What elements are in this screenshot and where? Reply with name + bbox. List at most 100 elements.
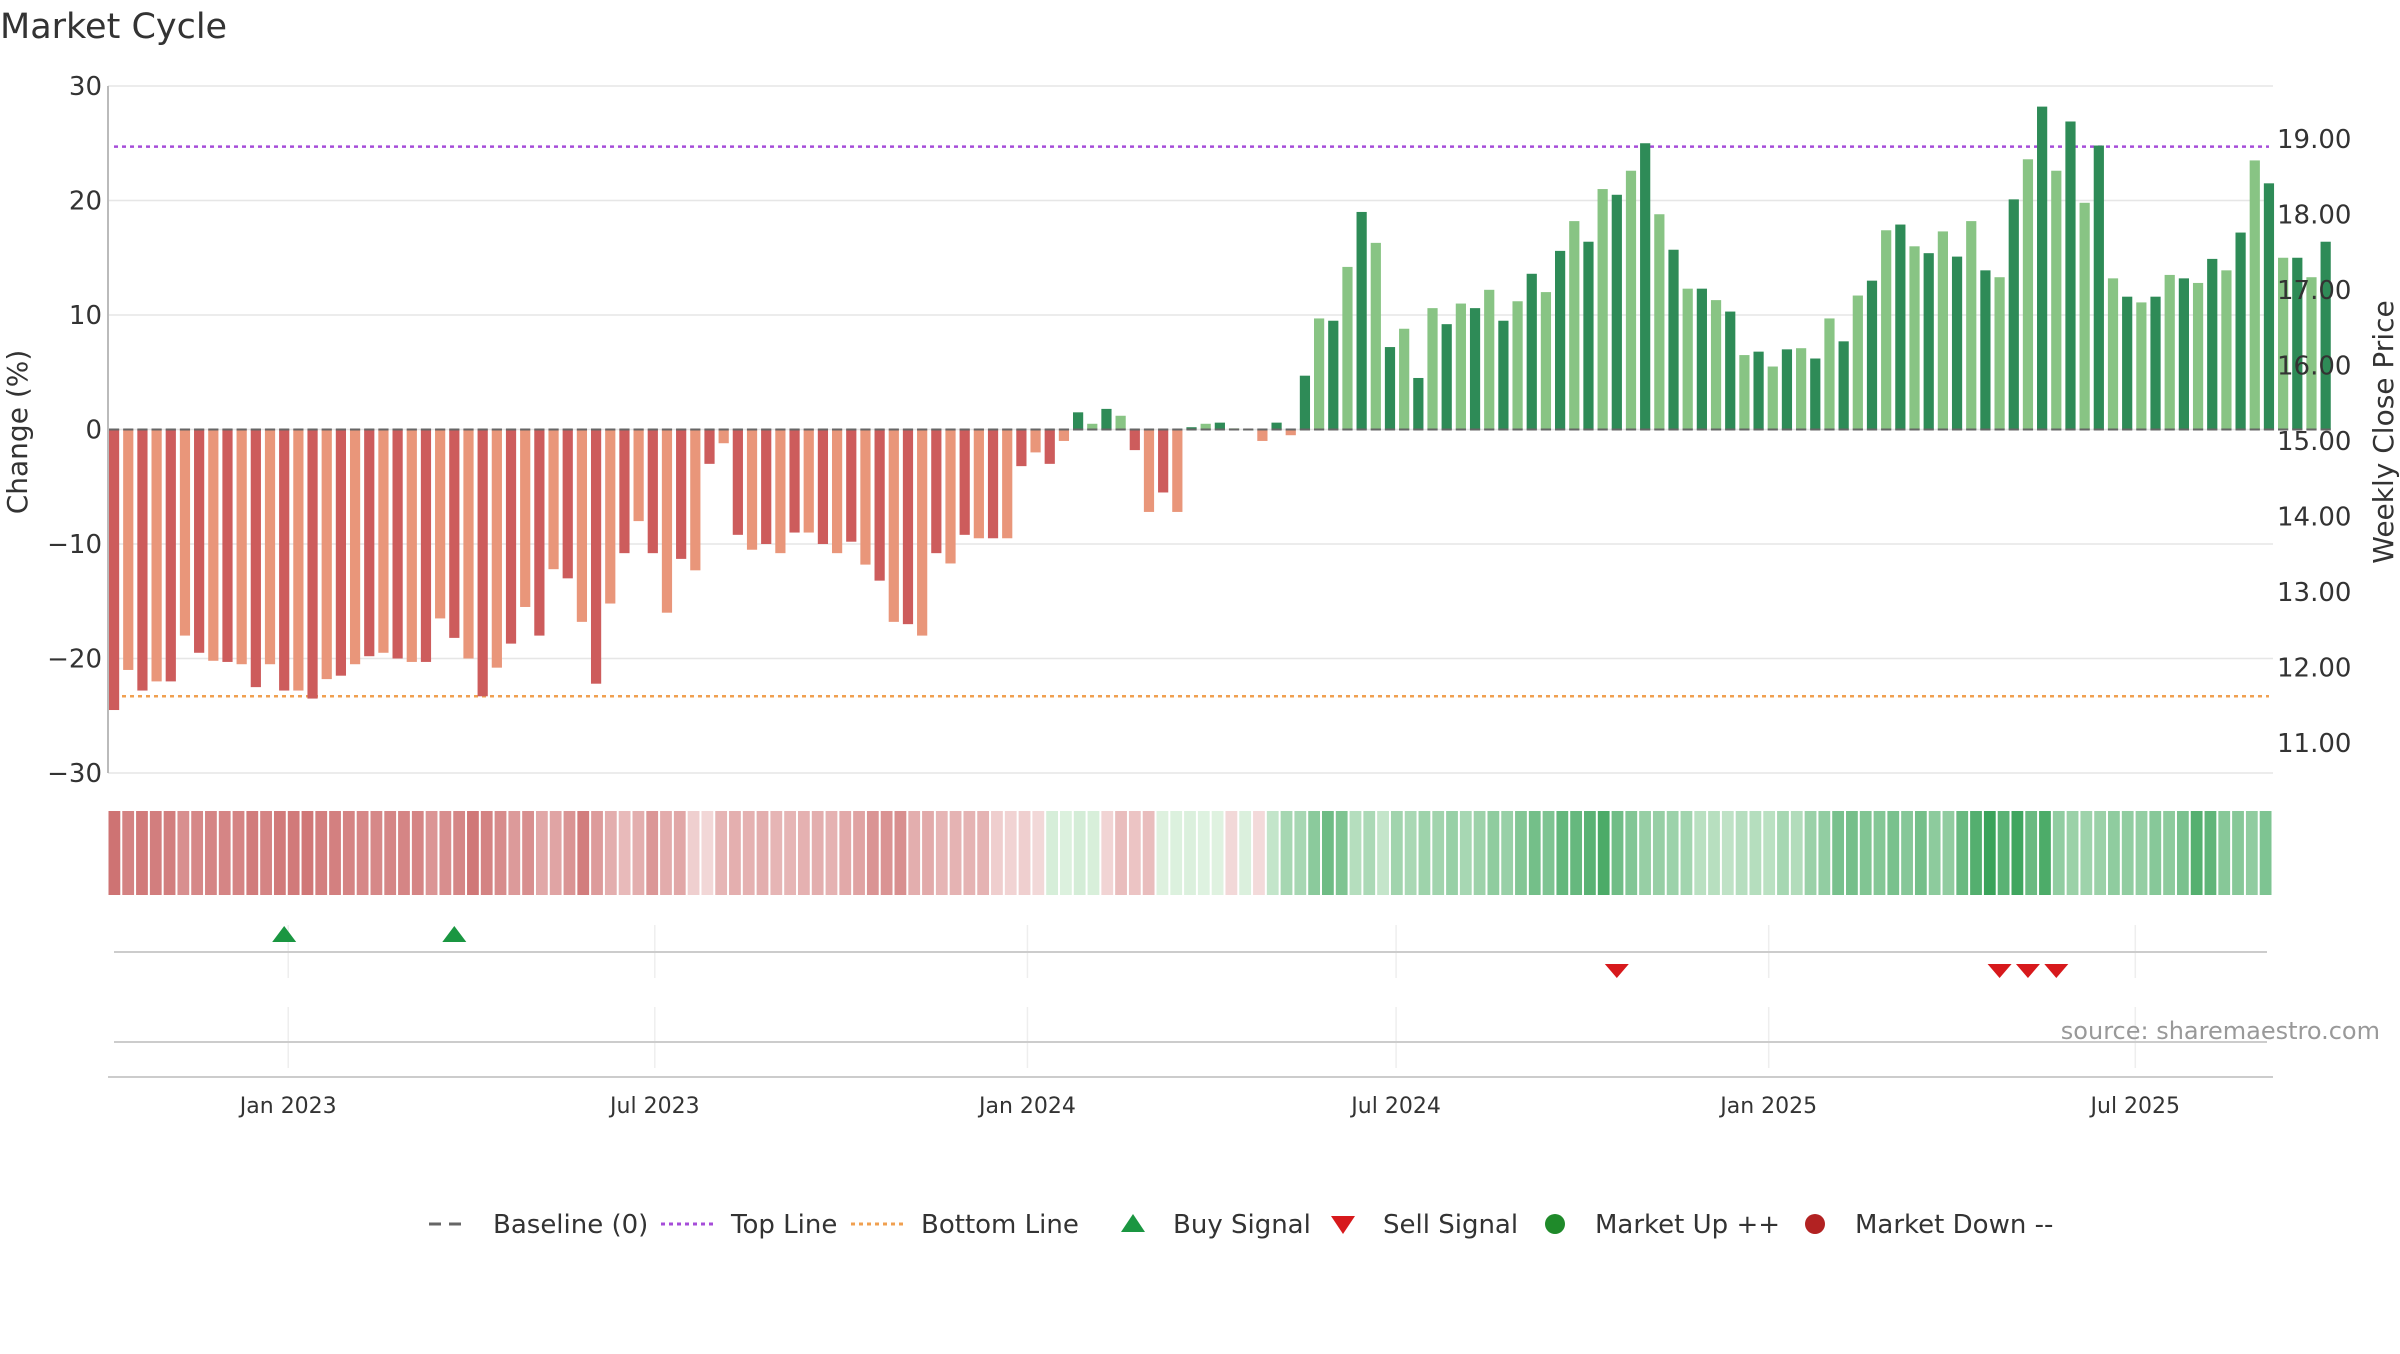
heat-cell <box>1928 811 1941 895</box>
change-bar <box>1881 230 1892 430</box>
change-bar <box>1682 288 1693 430</box>
heat-cell <box>1846 811 1858 895</box>
change-bar <box>987 429 999 539</box>
heat-cell <box>784 811 796 895</box>
heat-cell <box>2108 811 2120 895</box>
heat-cell <box>1763 811 1776 895</box>
change-bar <box>2221 270 2232 430</box>
heat-cell <box>908 811 921 895</box>
y-tick-label-left: 10 <box>69 301 102 331</box>
heat-cell <box>1059 811 1072 895</box>
bars-layer <box>108 106 2331 711</box>
change-bar <box>1115 415 1126 430</box>
heat-cell <box>1790 811 1803 895</box>
legend-item-up: Market Up ++ <box>1545 1210 1780 1240</box>
change-bar <box>817 429 829 544</box>
legend-item-baseline: Baseline (0) <box>429 1210 648 1240</box>
heat-cell <box>494 811 507 895</box>
change-bar <box>1413 377 1424 430</box>
change-bar <box>2235 232 2246 430</box>
heat-cell <box>2066 811 2079 895</box>
y-tick-label-right: 16.00 <box>2277 351 2351 381</box>
change-bar <box>307 429 318 699</box>
heat-cell <box>329 811 341 895</box>
heat-cell <box>2204 811 2217 895</box>
change-bar <box>1030 429 1041 453</box>
x-tick-label: Jan 2023 <box>238 1094 337 1119</box>
change-bar <box>1299 375 1311 430</box>
y-tick-label-right: 11.00 <box>2277 729 2351 759</box>
change-bar <box>1966 221 1977 430</box>
y-tick-label-left: −10 <box>47 530 102 560</box>
heat-cell <box>1859 811 1872 895</box>
heat-cell <box>342 811 355 895</box>
change-bar <box>1951 256 1963 430</box>
change-bar <box>1370 242 1381 430</box>
heat-cell <box>1046 811 1058 895</box>
change-bar <box>1399 328 1410 430</box>
change-bar <box>1852 295 1863 430</box>
change-bar <box>1087 423 1098 430</box>
heat-cell <box>797 811 810 895</box>
heat-cell <box>756 811 769 895</box>
change-bar <box>1285 429 1296 436</box>
heat-cell <box>1073 811 1086 895</box>
change-bar <box>761 429 772 544</box>
change-bar <box>179 429 191 636</box>
change-bar <box>1101 408 1112 430</box>
change-bar <box>548 429 559 570</box>
change-bar <box>1072 412 1084 430</box>
x-tick-label: Jan 2025 <box>1718 1094 1817 1119</box>
change-bar <box>165 429 176 682</box>
change-bar <box>2164 274 2175 430</box>
heat-cell <box>1211 811 1224 895</box>
heat-strip <box>108 811 2272 895</box>
change-bar <box>2107 278 2119 430</box>
heat-cell <box>949 811 962 895</box>
change-bar <box>1512 301 1523 430</box>
heat-cell <box>1128 811 1141 895</box>
x-tick-label: Jul 2025 <box>2089 1094 2181 1119</box>
change-bar <box>633 429 644 522</box>
y-tick-label-left: −20 <box>47 645 102 675</box>
change-bar <box>1753 351 1764 430</box>
change-bar <box>1455 303 1466 430</box>
heat-cell <box>1584 811 1596 895</box>
heat-cell <box>880 811 893 895</box>
change-bar <box>959 429 970 535</box>
heat-cell <box>467 811 479 895</box>
y-axis-right-title: Weekly Close Price <box>2367 300 2400 563</box>
change-bar <box>392 429 403 659</box>
heat-cell <box>825 811 838 895</box>
heat-cell <box>2135 811 2148 895</box>
heat-cell <box>1501 811 1514 895</box>
change-bar <box>2122 296 2133 430</box>
heat-cell <box>1294 811 1307 895</box>
change-bar <box>534 429 545 636</box>
heat-cell <box>287 811 300 895</box>
heat-cell <box>1101 811 1114 895</box>
change-bar <box>562 429 573 579</box>
change-bar <box>846 429 857 542</box>
change-bar <box>151 429 162 682</box>
change-bar <box>704 429 715 464</box>
heat-cell <box>1639 811 1651 895</box>
change-bar <box>2093 145 2104 430</box>
heat-cell <box>1956 811 1969 895</box>
change-bar <box>2065 121 2076 430</box>
heat-cell <box>1459 811 1472 895</box>
change-bar <box>1002 429 1013 539</box>
change-bar <box>2263 183 2275 430</box>
change-bar <box>1214 422 1225 430</box>
legend-item-top: Top Line <box>661 1210 837 1240</box>
change-bar <box>463 429 474 659</box>
x-tick-label: Jul 2024 <box>1349 1094 1441 1119</box>
change-bar <box>1384 347 1396 430</box>
heat-cell <box>2232 811 2244 895</box>
heat-cell <box>715 811 728 895</box>
sell-signal-marker <box>2044 964 2069 978</box>
heat-cell <box>122 811 135 895</box>
heat-cell <box>1239 811 1252 895</box>
y-tick-label-left: −30 <box>47 759 102 789</box>
change-bar <box>775 429 786 554</box>
